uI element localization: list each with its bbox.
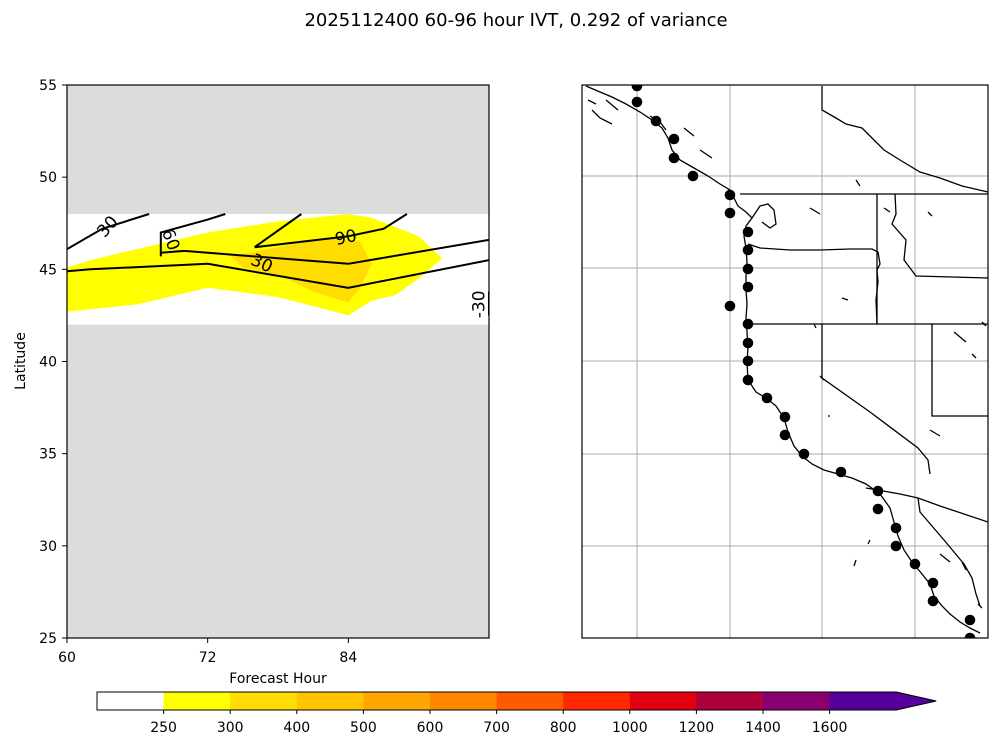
colorbar-tick-label: 400 — [283, 720, 310, 736]
station-marker — [742, 355, 754, 367]
y-axis-label: Latitude — [13, 332, 29, 390]
coastline-islands — [587, 99, 713, 159]
colorbar-tick-label: 600 — [417, 720, 444, 736]
colorbar-segment — [163, 692, 231, 710]
y-tick-label: 30 — [39, 539, 57, 555]
station-marker — [761, 392, 773, 404]
colorbar-segment — [696, 692, 764, 710]
contour-label-4: -30 — [470, 290, 490, 318]
colorbar: 250 300 400 500 600 700 800 1000 1200 1400 1600 — [96, 691, 937, 736]
colorbar-tick-label: 800 — [550, 720, 577, 736]
station-marker — [779, 411, 791, 423]
station-marker — [742, 374, 754, 386]
colorbar-segment — [629, 692, 697, 710]
station-marker — [742, 263, 754, 275]
station-marker — [927, 595, 939, 607]
puget-sound — [751, 203, 777, 229]
colorbar-segment — [496, 692, 564, 710]
colorbar-tick-label: 500 — [350, 720, 377, 736]
gulf-of-california — [917, 497, 981, 607]
x-tick-label: 72 — [199, 650, 217, 666]
y-tick-label: 55 — [39, 78, 57, 94]
station-marker — [835, 466, 847, 478]
station-marker — [631, 85, 643, 92]
station-marker — [668, 133, 680, 145]
colorbar-segment — [563, 692, 631, 710]
contour-label-2: 90 — [333, 226, 358, 250]
y-tick-label: 25 — [39, 631, 57, 647]
station-marker — [724, 189, 736, 201]
station-marker — [927, 577, 939, 589]
contour-line-unlabeled-5 — [67, 259, 489, 289]
colorbar-tick-label: 250 — [150, 720, 177, 736]
contour-line-90-3 — [254, 213, 408, 249]
colorbar-segment — [829, 692, 937, 710]
coastline-baja-islands — [853, 539, 983, 609]
y-tick-label: 50 — [39, 170, 57, 186]
station-marker — [742, 337, 754, 349]
map-frame — [581, 84, 989, 639]
station-marker — [631, 96, 643, 108]
y-tick-label: 40 — [39, 355, 57, 371]
x-axis-label: Forecast Hour — [229, 671, 327, 687]
contour-line-30-0 — [67, 213, 150, 250]
coastline — [585, 85, 981, 634]
map-panel — [581, 84, 989, 639]
colorbar-tick-label: 300 — [217, 720, 244, 736]
us-mexico-border — [865, 487, 988, 523]
canada-interior-border — [821, 86, 988, 193]
station-marker — [890, 540, 902, 552]
x-tick-label: 60 — [58, 650, 76, 666]
colorbar-tick-label: 1400 — [745, 720, 781, 736]
station-marker — [650, 115, 662, 127]
station-markers — [631, 85, 976, 638]
colorbar-segment — [430, 692, 498, 710]
colorbar-outline — [96, 691, 937, 711]
colorbar-segment — [363, 692, 431, 710]
colorbar-segment — [230, 692, 298, 710]
station-marker — [872, 485, 884, 497]
ca-nv-border — [821, 324, 931, 475]
chart-title: 2025112400 60-96 hour IVT, 0.292 of vari… — [304, 10, 727, 31]
y-tick-label: 35 — [39, 447, 57, 463]
contour-line-60-1 — [159, 213, 226, 257]
station-marker — [742, 318, 754, 330]
station-marker — [798, 448, 810, 460]
wa-or-border — [747, 243, 881, 325]
y-tick-label: 45 — [39, 262, 57, 278]
contour-line-30-4 — [160, 238, 489, 265]
colorbar-tick-label: 1200 — [679, 720, 715, 736]
colorbar-segment — [763, 692, 831, 710]
colorbar-segment — [296, 692, 364, 710]
contour-line-90-2 — [254, 213, 302, 249]
idaho-border — [876, 193, 988, 324]
colorbar-tick-label: 1600 — [812, 720, 848, 736]
station-marker — [724, 300, 736, 312]
lake-outlines — [809, 179, 987, 437]
x-tick-label: 84 — [339, 650, 357, 666]
colorbar-tick-label: 1000 — [612, 720, 648, 736]
station-marker — [687, 170, 699, 182]
nv-ut-border — [931, 324, 988, 417]
colorbar-segment — [97, 692, 165, 710]
station-marker — [742, 226, 754, 238]
station-marker — [724, 207, 736, 219]
station-marker — [890, 522, 902, 534]
colorbar-tick-label: 700 — [483, 720, 510, 736]
masked-region — [67, 85, 489, 638]
station-marker — [742, 281, 754, 293]
station-marker — [668, 152, 680, 164]
station-marker — [964, 614, 976, 626]
station-marker — [742, 244, 754, 256]
axes: 60 72 84 25 30 35 40 45 50 55 — [39, 78, 357, 666]
map-gridlines — [582, 85, 988, 638]
station-marker — [872, 503, 884, 515]
station-marker — [909, 558, 921, 570]
map-borders — [585, 85, 988, 634]
station-marker — [964, 632, 976, 638]
station-marker — [779, 429, 791, 441]
